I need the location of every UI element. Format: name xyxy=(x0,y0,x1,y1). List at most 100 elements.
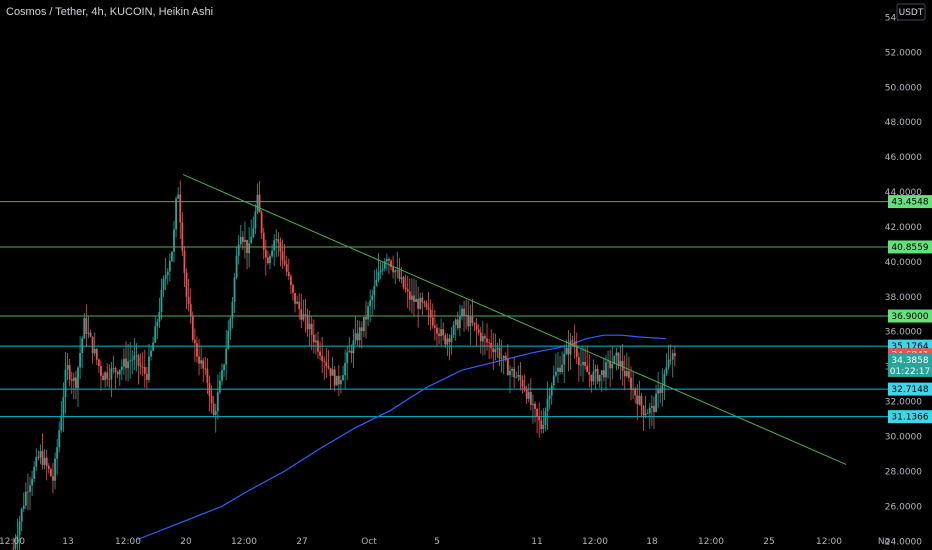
candle-body xyxy=(469,316,472,327)
candle-body xyxy=(511,368,513,371)
candle-body xyxy=(394,270,397,273)
candle-body xyxy=(609,361,612,369)
candle-body xyxy=(22,505,25,509)
candle-body xyxy=(335,375,338,386)
trendline[interactable] xyxy=(182,174,847,465)
candle-body xyxy=(450,335,453,343)
candle-body xyxy=(16,535,19,543)
candle-body xyxy=(509,370,511,376)
candle-body xyxy=(623,370,626,377)
candle-body xyxy=(97,359,100,367)
candle-body xyxy=(567,347,570,355)
currency-badge[interactable]: USDT xyxy=(896,3,926,21)
candle-body xyxy=(471,316,474,323)
candle-body xyxy=(331,369,334,376)
candle-body xyxy=(62,397,65,416)
candle-body xyxy=(60,415,63,431)
candle-body xyxy=(465,314,468,317)
candle-body xyxy=(83,318,86,339)
candle-body xyxy=(52,476,54,481)
candle-body xyxy=(532,403,534,405)
candle-body xyxy=(444,335,447,345)
level-price-badge xyxy=(888,382,932,396)
y-tick-label: 48.0000 xyxy=(885,118,922,128)
candle-body xyxy=(77,367,79,388)
candle-body xyxy=(521,380,524,387)
candle-body xyxy=(289,276,292,286)
x-tick-label: 18 xyxy=(646,537,658,547)
candle-body xyxy=(173,229,175,252)
candle-body xyxy=(118,369,121,375)
candle-body xyxy=(175,198,177,230)
candle-body xyxy=(546,398,549,412)
candle-body xyxy=(160,290,163,312)
candle-body xyxy=(436,327,438,334)
candle-body xyxy=(529,391,532,405)
candle-body xyxy=(498,347,501,359)
x-tick-label: 12:00 xyxy=(115,537,141,547)
candle-body xyxy=(381,268,384,271)
candle-body xyxy=(538,416,541,421)
candle-body xyxy=(481,336,484,342)
candle-body xyxy=(162,278,165,291)
x-tick-label: 12:00 xyxy=(816,537,842,547)
candle-body xyxy=(419,297,422,309)
y-tick-label: 52.0000 xyxy=(885,48,922,58)
y-tick-label: 36.0000 xyxy=(885,328,922,338)
candle-body xyxy=(273,240,276,251)
candle-body xyxy=(365,317,367,320)
candle-body xyxy=(477,329,480,333)
candle-body xyxy=(135,355,138,357)
candle-body xyxy=(613,355,616,364)
candle-body xyxy=(114,367,117,373)
candle-body xyxy=(559,367,561,373)
candle-body xyxy=(638,395,641,405)
candle-body xyxy=(669,359,672,361)
candle-body xyxy=(47,465,50,470)
candle-body xyxy=(379,270,382,273)
candle-body xyxy=(302,314,305,320)
candle-body xyxy=(191,315,194,340)
candle-body xyxy=(661,385,664,394)
candle-body xyxy=(615,352,618,356)
candle-body xyxy=(104,372,107,381)
candle-body xyxy=(49,469,52,477)
candle-body xyxy=(258,194,261,213)
level-price-badge xyxy=(888,195,932,209)
candle-body xyxy=(37,456,40,458)
candle-body xyxy=(321,355,324,362)
candle-body xyxy=(515,376,518,378)
candle-body xyxy=(431,317,434,326)
candle-body xyxy=(438,333,440,337)
candle-body xyxy=(500,358,503,359)
y-tick-label: 50.0000 xyxy=(885,83,922,93)
level-price-label: 40.8559 xyxy=(891,243,928,253)
candle-body xyxy=(552,375,555,386)
currency-label: USDT xyxy=(899,8,924,18)
candle-body xyxy=(540,420,543,430)
candle-body xyxy=(619,360,622,367)
horizontal-levels xyxy=(0,201,888,418)
moving-average-line[interactable] xyxy=(137,334,667,541)
candle-body xyxy=(413,295,415,302)
candle-body xyxy=(536,408,539,417)
candle-body xyxy=(66,365,69,370)
candle-body xyxy=(402,277,405,288)
candle-body xyxy=(625,371,628,377)
candle-body xyxy=(657,389,660,394)
candle-body xyxy=(64,369,67,398)
candle-body xyxy=(254,211,257,229)
candle-body xyxy=(367,306,369,320)
candle-body xyxy=(605,362,607,378)
candle-body xyxy=(56,447,59,459)
candle-body xyxy=(569,340,572,355)
candle-body xyxy=(456,319,459,329)
candle-body xyxy=(145,373,148,380)
x-tick-label: 12:00 xyxy=(582,537,608,547)
candle-body xyxy=(360,327,363,331)
candle-body xyxy=(371,295,374,301)
candle-body xyxy=(475,324,478,330)
candle-body xyxy=(72,377,75,381)
candle-body xyxy=(417,298,420,309)
